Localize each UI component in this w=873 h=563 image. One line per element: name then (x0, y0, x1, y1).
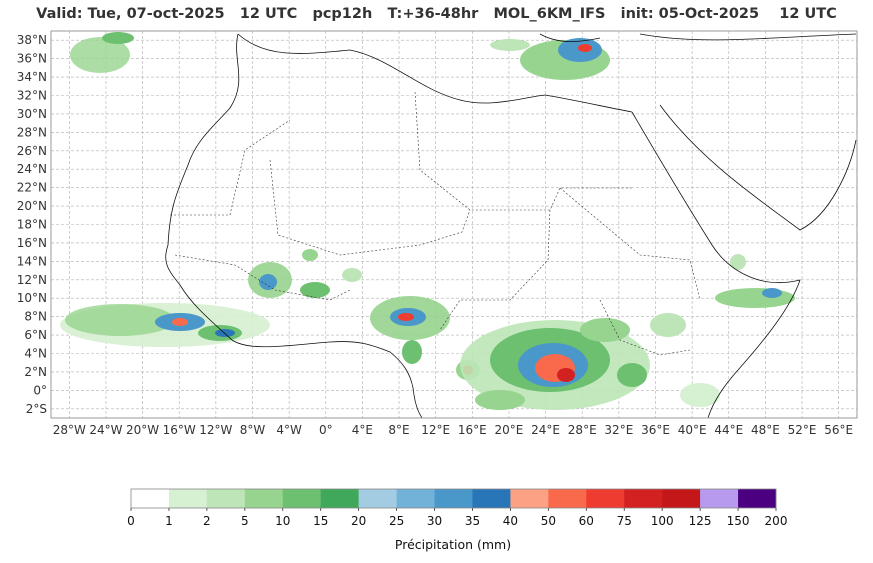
colorbar-swatch (700, 489, 739, 508)
lon-tick-label: 12°W (199, 423, 232, 437)
lat-tick-label: 30°N (17, 107, 47, 121)
lon-tick-label: 28°E (568, 423, 597, 437)
lat-tick-label: 36°N (17, 52, 47, 66)
colorbar-swatch (738, 489, 777, 508)
colorbar-tick-label: 100 (651, 514, 674, 528)
lon-tick-label: 32°E (604, 423, 633, 437)
colorbar-tick-label: 60 (579, 514, 594, 528)
lon-tick-label: 4°E (352, 423, 373, 437)
lat-tick-label: 2°S (26, 402, 47, 416)
lon-tick-label: 20°E (495, 423, 524, 437)
lat-tick-label: 4°N (24, 347, 47, 361)
colorbar-swatch (586, 489, 625, 508)
precipitation-field (60, 32, 795, 410)
lat-tick-label: 34°N (17, 70, 47, 84)
colorbar-swatch (244, 489, 284, 508)
country-borders (170, 91, 701, 356)
colorbar-tick-label: 200 (765, 514, 788, 528)
colorbar-tick-label: 150 (727, 514, 750, 528)
lon-tick-label: 52°E (788, 423, 817, 437)
lat-tick-label: 16°N (17, 236, 47, 250)
map-title: Valid: Tue, 07-oct-2025 12 UTC pcp12h T:… (36, 6, 837, 22)
colorbar-tick-label: 40 (503, 514, 518, 528)
colorbar-tick-label: 5 (241, 514, 249, 528)
lon-tick-label: 8°W (240, 423, 266, 437)
lat-tick-label: 32°N (17, 89, 47, 103)
map-frame (50, 30, 858, 419)
lat-tick-label: 2°N (24, 365, 47, 379)
colorbar-swatch (282, 489, 322, 508)
lat-tick-label: 12°N (17, 273, 47, 287)
lat-tick-label: 0° (33, 383, 47, 397)
lon-tick-label: 8°E (388, 423, 409, 437)
lat-tick-label: 6°N (24, 328, 47, 342)
lon-tick-label: 48°E (751, 423, 780, 437)
lat-tick-label: 24°N (17, 162, 47, 176)
colorbar-swatch (548, 489, 587, 508)
lon-tick-label: 44°E (714, 423, 743, 437)
colorbar-swatch (624, 489, 663, 508)
lon-tick-label: 16°E (458, 423, 487, 437)
colorbar-frame (130, 488, 777, 509)
colorbar-swatch (396, 489, 435, 508)
colorbar-tick-label: 1 (165, 514, 173, 528)
lat-tick-label: 10°N (17, 291, 47, 305)
lat-tick-label: 38°N (17, 33, 47, 47)
colorbar-swatch (168, 489, 208, 508)
lat-tick-label: 20°N (17, 199, 47, 213)
colorbar-tick-label: 15 (313, 514, 328, 528)
colorbar-tick-label: 30 (427, 514, 442, 528)
colorbar-tick-label: 50 (541, 514, 556, 528)
colorbar-swatches (131, 489, 777, 508)
lon-tick-label: 20°W (126, 423, 159, 437)
colorbar-swatch (510, 489, 549, 508)
colorbar-tick-label: 10 (275, 514, 290, 528)
colorbar-swatch (434, 489, 473, 508)
latitude-labels: 38°N 36°N 34°N 32°N 30°N 28°N 26°N 24°N 22°N 20°N… (17, 33, 47, 416)
colorbar-swatch (206, 489, 246, 508)
lat-tick-label: 18°N (17, 218, 47, 232)
lat-tick-label: 22°N (17, 181, 47, 195)
lon-tick-label: 28°W (53, 423, 86, 437)
lat-tick-label: 28°N (17, 125, 47, 139)
coastlines (165, 33, 857, 418)
lon-tick-label: 16°W (163, 423, 196, 437)
lat-tick-label: 8°N (24, 310, 47, 324)
lat-tick-label: 14°N (17, 254, 47, 268)
colorbar-tick-label: 0 (127, 514, 135, 528)
colorbar-swatch (131, 489, 170, 508)
colorbar-swatch (662, 489, 701, 508)
lon-tick-label: 40°E (678, 423, 707, 437)
colorbar-swatch (320, 489, 359, 508)
lon-tick-label: 24°W (89, 423, 122, 437)
colorbar-swatch (472, 489, 511, 508)
colorbar-tick-label: 35 (465, 514, 480, 528)
colorbar-label: Précipitation (mm) (395, 537, 511, 552)
lon-tick-label: 0° (319, 423, 333, 437)
colorbar-tick-label: 125 (689, 514, 712, 528)
lon-tick-label: 24°E (531, 423, 560, 437)
lon-tick-label: 12°E (421, 423, 450, 437)
lon-tick-label: 56°E (824, 423, 853, 437)
colorbar-swatch (358, 489, 397, 508)
colorbar-tick-label: 2 (203, 514, 211, 528)
lon-tick-label: 36°E (641, 423, 670, 437)
colorbar-tick-label: 75 (617, 514, 632, 528)
longitude-labels: 28°W 24°W 20°W 16°W 12°W 8°W 4°W 0° 4°E 8°E 12°E 16… (53, 423, 853, 437)
colorbar-tick-label: 25 (389, 514, 404, 528)
lat-tick-label: 26°N (17, 144, 47, 158)
colorbar-ticks: 0 1 2 5 10 15 20 25 30 35 40 50 60 75 100 125 150 200 (127, 508, 787, 528)
colorbar-tick-label: 20 (351, 514, 366, 528)
lon-tick-label: 4°W (276, 423, 302, 437)
